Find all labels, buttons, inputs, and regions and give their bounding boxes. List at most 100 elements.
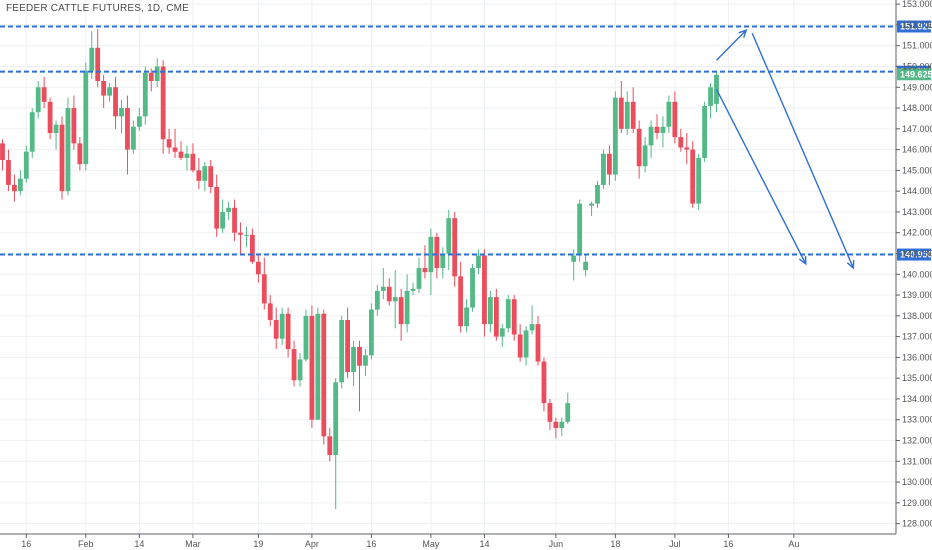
y-tick-label: 147.000 [902, 124, 932, 134]
candle-body [339, 319, 345, 383]
level-price-label: 151.925 [900, 21, 932, 31]
candle-body [321, 313, 327, 437]
x-tick-label: May [422, 539, 440, 549]
candle-body [369, 309, 374, 356]
y-tick-label: 141.000 [902, 248, 932, 258]
y-tick-label: 132.000 [902, 435, 932, 445]
candle-body [125, 108, 130, 150]
candle-body [267, 303, 273, 320]
candle-body [410, 288, 416, 291]
grid [0, 0, 896, 534]
candle-body [672, 101, 678, 138]
candle-body [612, 97, 618, 175]
candle-body [541, 361, 547, 404]
candle-body [59, 124, 65, 192]
candle-body [690, 149, 696, 204]
candle-body [589, 203, 594, 206]
candle-body [565, 403, 571, 422]
candle-body [642, 145, 648, 167]
candle-body [535, 324, 541, 362]
candle-body [303, 315, 309, 360]
candle-body [458, 276, 464, 327]
candle-body [35, 87, 41, 113]
y-tick-label: 130.000 [902, 477, 932, 487]
candle-body [476, 255, 481, 269]
candle-body [12, 184, 17, 192]
candle-body [434, 236, 440, 269]
y-tick-label: 142.000 [902, 228, 932, 238]
x-tick-label: Feb [78, 539, 94, 549]
candle-body [583, 261, 588, 271]
candle-body [648, 126, 654, 146]
last-price-label: 149.625 [900, 69, 932, 79]
candle-body [178, 151, 184, 158]
candle-body [571, 255, 577, 262]
candle-body [607, 153, 612, 175]
candle-body [708, 87, 713, 106]
candle-body [160, 66, 166, 140]
candle-body [654, 126, 660, 133]
x-tick-label: 19 [253, 539, 263, 549]
candle-body [678, 137, 684, 148]
candle-body [559, 421, 565, 429]
candle-body [499, 328, 505, 337]
candle-body [422, 268, 428, 273]
candle-body [315, 313, 321, 420]
candle-body [232, 207, 237, 233]
candle-body [136, 116, 142, 127]
y-tick-label: 150.000 [902, 61, 932, 71]
candle-body [511, 299, 517, 335]
y-tick-label: 133.000 [902, 415, 932, 425]
candle-body [208, 166, 214, 188]
projection-arrow-head [738, 28, 748, 38]
candle-body [23, 151, 29, 179]
candle-body [595, 184, 600, 204]
candle-body [273, 319, 279, 339]
candle-body [17, 178, 23, 192]
candle-body [53, 124, 59, 133]
candle-body [577, 203, 583, 256]
x-tick-label: 14 [134, 539, 144, 549]
candle-body [238, 232, 243, 235]
candle-body [529, 324, 535, 331]
candle-body [357, 346, 362, 366]
candle-body [6, 159, 11, 185]
candle-body [523, 330, 529, 358]
candle-body [279, 313, 285, 339]
y-tick-label: 136.000 [902, 352, 932, 362]
x-tick-label: Jun [549, 539, 564, 549]
x-tick-label: 16 [723, 539, 733, 549]
candle-body [380, 286, 386, 291]
candle-body [553, 421, 559, 429]
candle-body [446, 218, 452, 254]
candle-body [452, 218, 458, 277]
candle-body [488, 297, 493, 325]
candle-body [547, 403, 553, 422]
candle-body [119, 108, 124, 117]
candle-body [309, 315, 315, 420]
level-price-tag [897, 248, 931, 261]
candle-body [327, 436, 333, 456]
candle-body [101, 81, 107, 96]
candle-body [71, 108, 77, 144]
candle-body [29, 112, 35, 152]
candle-body [624, 101, 630, 129]
candle-body [702, 105, 707, 158]
projection-arrows [715, 28, 855, 270]
projection-arrow-line [716, 29, 747, 61]
candle-body [107, 87, 112, 96]
x-tick-label: Au [788, 539, 799, 549]
candle-body [696, 157, 702, 204]
candle-body [95, 47, 101, 82]
x-tick-label: Jul [669, 539, 681, 549]
projection-arrow-head [798, 255, 807, 266]
candle-body [636, 128, 642, 167]
candle-body [190, 153, 196, 171]
y-tick-label: 138.000 [902, 311, 932, 321]
candle-body [440, 253, 446, 269]
y-tick-label: 129.000 [902, 498, 932, 508]
y-tick-label: 131.000 [902, 456, 932, 466]
